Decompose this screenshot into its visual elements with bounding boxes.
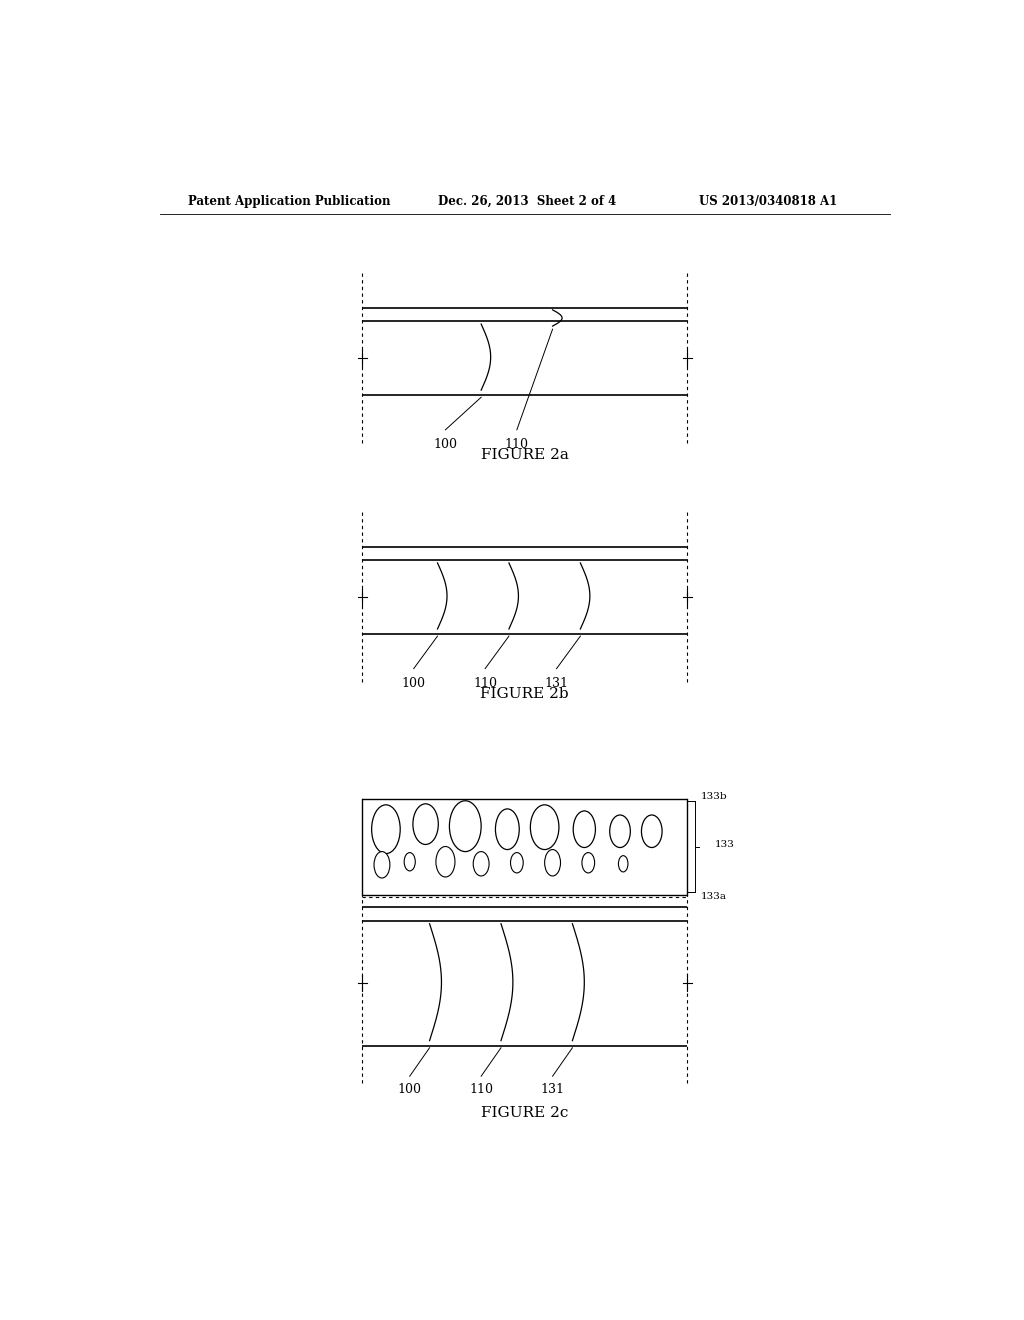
Text: FIGURE 2a: FIGURE 2a xyxy=(481,447,568,462)
Ellipse shape xyxy=(511,853,523,873)
Ellipse shape xyxy=(496,809,519,850)
Text: 133: 133 xyxy=(715,840,735,849)
Text: 133b: 133b xyxy=(701,792,728,801)
Text: 133a: 133a xyxy=(701,892,727,900)
Text: 131: 131 xyxy=(541,1084,564,1097)
Text: Patent Application Publication: Patent Application Publication xyxy=(187,194,390,207)
Ellipse shape xyxy=(530,805,559,850)
Ellipse shape xyxy=(641,814,663,847)
Ellipse shape xyxy=(473,851,489,876)
Text: FIGURE 2b: FIGURE 2b xyxy=(480,686,569,701)
Text: 110: 110 xyxy=(473,677,497,690)
Text: 131: 131 xyxy=(545,677,568,690)
Ellipse shape xyxy=(573,810,595,847)
Ellipse shape xyxy=(450,801,481,851)
Ellipse shape xyxy=(436,846,455,876)
Ellipse shape xyxy=(374,851,390,878)
Text: 110: 110 xyxy=(505,438,528,451)
Text: 100: 100 xyxy=(401,677,426,690)
Bar xyxy=(362,799,687,895)
Ellipse shape xyxy=(413,804,438,845)
Ellipse shape xyxy=(372,805,400,854)
Ellipse shape xyxy=(582,853,595,873)
Text: US 2013/0340818 A1: US 2013/0340818 A1 xyxy=(699,194,838,207)
Ellipse shape xyxy=(609,814,631,847)
Text: Dec. 26, 2013  Sheet 2 of 4: Dec. 26, 2013 Sheet 2 of 4 xyxy=(437,194,615,207)
Text: 100: 100 xyxy=(433,438,458,451)
Ellipse shape xyxy=(545,850,560,876)
Text: 100: 100 xyxy=(397,1084,422,1097)
Ellipse shape xyxy=(404,853,416,871)
Text: 110: 110 xyxy=(469,1084,494,1097)
Ellipse shape xyxy=(618,855,628,873)
Text: FIGURE 2c: FIGURE 2c xyxy=(481,1106,568,1119)
